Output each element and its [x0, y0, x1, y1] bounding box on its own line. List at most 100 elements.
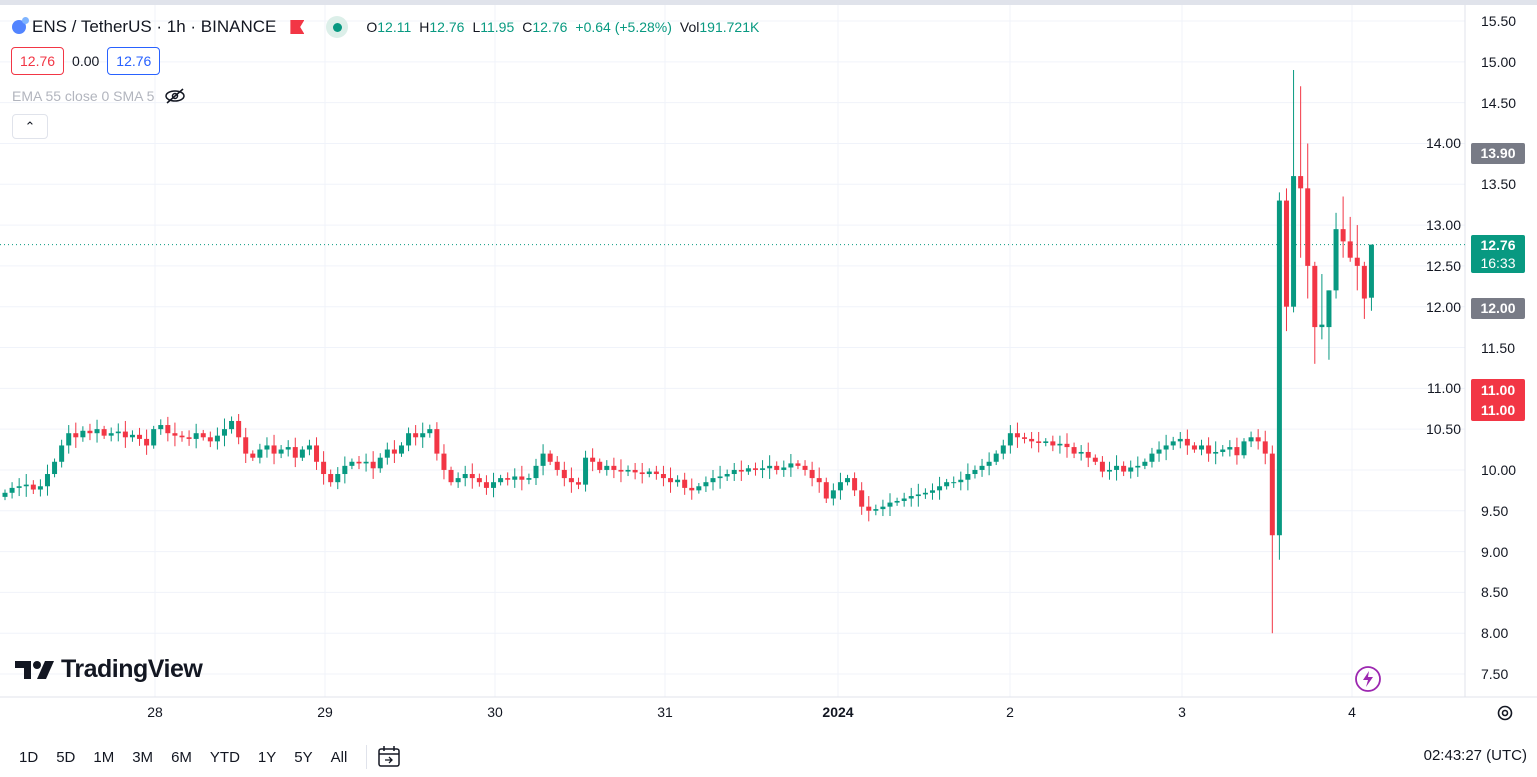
price-chart[interactable] — [0, 0, 1537, 737]
candle-up — [951, 482, 957, 484]
candle-down — [200, 433, 206, 438]
candle-down — [292, 447, 298, 458]
tradingview-logo[interactable]: TradingView — [15, 655, 203, 684]
ohlc-value: 11.95 — [480, 19, 515, 35]
ohlc-item: C12.76 — [522, 19, 567, 35]
alert-tags[interactable]: 11.00 11.00 — [1471, 379, 1525, 421]
candle-down — [1298, 176, 1304, 189]
candle-up — [193, 433, 199, 439]
range-button-1y[interactable]: 1Y — [257, 748, 277, 766]
candle-down — [179, 435, 185, 438]
range-button-3m[interactable]: 3M — [132, 748, 154, 766]
price-tick-label: 13.50 — [1481, 176, 1517, 193]
candle-up — [342, 465, 348, 475]
candle-down — [568, 478, 574, 483]
candle-down — [1234, 447, 1240, 456]
candle-up — [1276, 200, 1282, 536]
candle-up — [115, 431, 121, 434]
candle-up — [944, 482, 950, 487]
candle-down — [1269, 453, 1275, 536]
candle-down — [632, 469, 638, 473]
candle-up — [1170, 441, 1176, 446]
candle-down — [554, 461, 560, 470]
candle-up — [52, 461, 58, 475]
candle-up — [760, 468, 766, 470]
range-button-5y[interactable]: 5Y — [294, 748, 313, 766]
candle-up — [59, 445, 65, 462]
candle-down — [476, 478, 482, 483]
candle-down — [1191, 445, 1197, 450]
collapse-legend-button[interactable]: ⌃ — [12, 114, 48, 139]
candle-up — [285, 447, 291, 450]
candle-down — [391, 449, 397, 454]
divider — [366, 745, 368, 769]
utc-clock[interactable]: 02:43:27 (UTC) — [1423, 747, 1527, 764]
range-button-all[interactable]: All — [330, 748, 348, 766]
candle-up — [1114, 465, 1120, 470]
candle-up — [384, 449, 390, 458]
price-tick-label: 15.50 — [1481, 13, 1517, 29]
indicator-label[interactable]: EMA 55 close 0 SMA 5 — [12, 88, 155, 104]
candle-down — [1312, 265, 1318, 328]
candle-down — [809, 469, 815, 479]
candle-down — [207, 437, 213, 442]
candle-up — [1199, 445, 1205, 450]
range-button-6m[interactable]: 6M — [171, 748, 192, 766]
time-label: 3 — [1178, 704, 1186, 720]
price-tag-high: 13.90 — [1471, 143, 1525, 164]
candle-down — [682, 479, 688, 488]
candle-down — [441, 453, 447, 470]
go-to-date-icon[interactable] — [377, 745, 403, 769]
candle-down — [1099, 461, 1105, 472]
symbol-title[interactable]: ENS / TetherUS · 1h · BINANCE — [32, 17, 277, 36]
candle-down — [144, 438, 150, 446]
candle-up — [625, 469, 631, 472]
price-tick-label: 9.50 — [1481, 502, 1509, 519]
eye-hidden-icon[interactable] — [164, 88, 186, 104]
candle-up — [972, 469, 978, 475]
range-button-5d[interactable]: 5D — [56, 748, 76, 766]
candle-down — [1036, 441, 1042, 444]
candle-up — [1007, 433, 1013, 446]
range-button-1d[interactable]: 1D — [19, 748, 39, 766]
candle-up — [398, 445, 404, 454]
candle-up — [717, 476, 723, 479]
candle-up — [512, 476, 518, 480]
candle-down — [1361, 265, 1367, 299]
candle-down — [1092, 457, 1098, 462]
candle-up — [221, 429, 227, 436]
candle-up — [1227, 447, 1233, 450]
market-status-icon[interactable] — [326, 16, 349, 38]
flag-icon[interactable] — [290, 20, 305, 34]
time-label: 28 — [147, 704, 163, 720]
candle-down — [795, 463, 801, 466]
candle-up — [1177, 438, 1183, 442]
candle-up — [335, 474, 341, 483]
candle-up — [420, 433, 426, 438]
time-label: 4 — [1348, 704, 1356, 720]
candle-up — [129, 434, 135, 438]
range-button-1m[interactable]: 1M — [93, 748, 115, 766]
settings-gear-icon[interactable] — [1495, 703, 1515, 723]
candle-down — [73, 433, 79, 438]
price-tag-last: 12.76 16:33 — [1471, 235, 1525, 273]
candle-down — [236, 420, 242, 438]
candle-down — [243, 437, 249, 454]
ohlc-key: L — [472, 19, 481, 35]
candle-up — [880, 506, 886, 510]
candle-down — [1354, 257, 1360, 266]
buy-button[interactable]: 12.76 — [107, 47, 161, 75]
candle-down — [660, 474, 666, 479]
top-border — [0, 0, 1537, 5]
candle-up — [979, 465, 985, 470]
candle-up — [724, 474, 730, 477]
lightning-icon[interactable] — [1354, 665, 1382, 693]
sell-button[interactable]: 12.76 — [11, 47, 65, 75]
candle-up — [526, 478, 532, 480]
candle-down — [321, 461, 327, 475]
candle-up — [264, 445, 270, 450]
candle-down — [1206, 445, 1212, 454]
price-tag-low: 12.00 — [1471, 298, 1525, 319]
range-button-ytd[interactable]: YTD — [209, 748, 240, 766]
candle-down — [434, 429, 440, 454]
